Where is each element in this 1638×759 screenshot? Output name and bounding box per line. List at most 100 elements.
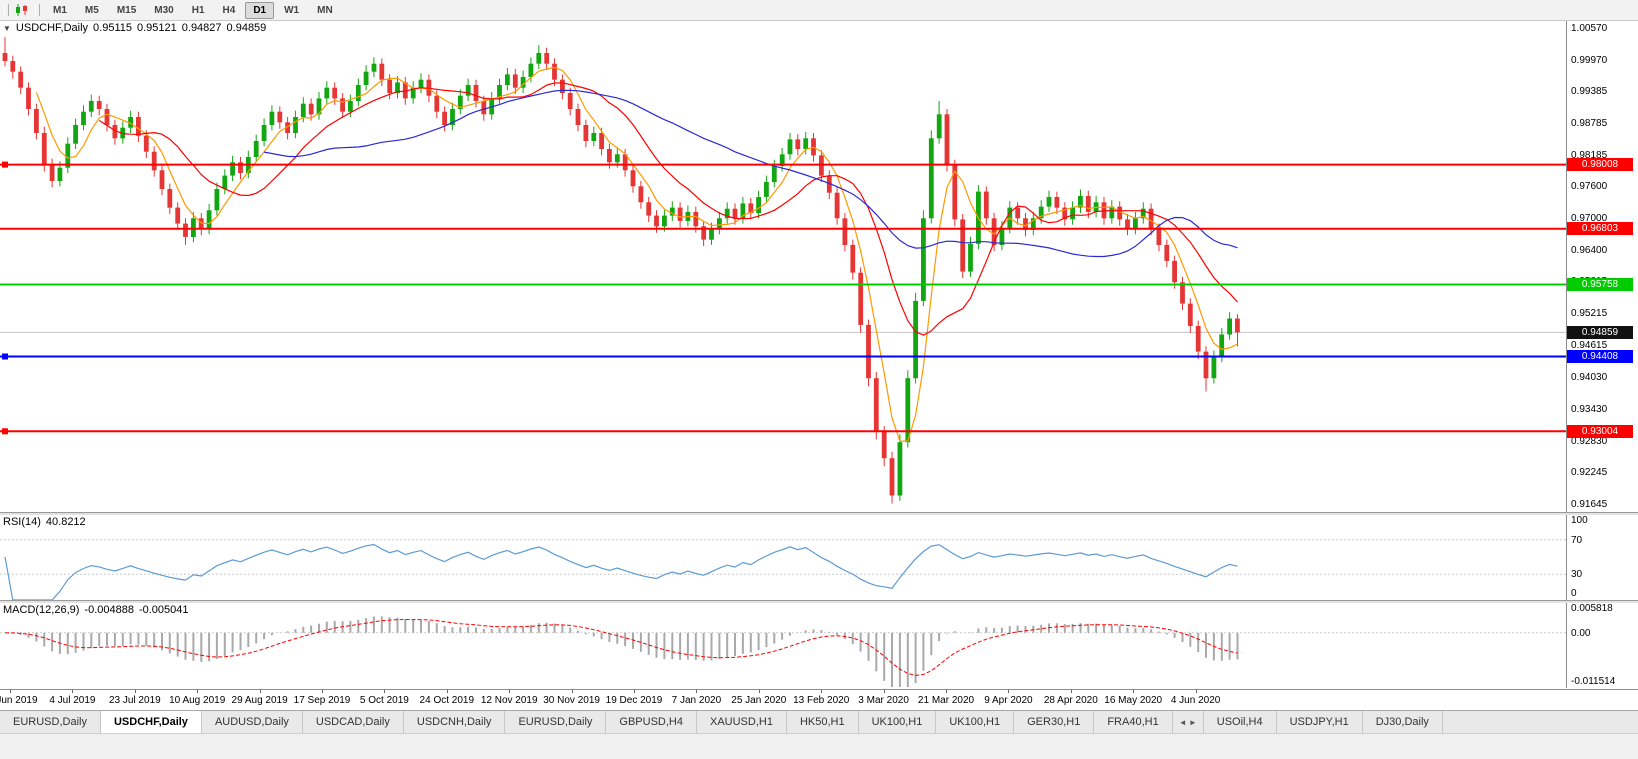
rsi-value: 40.8212 bbox=[45, 516, 86, 528]
date-tick bbox=[1070, 690, 1072, 693]
date-tick bbox=[384, 690, 386, 693]
chart-tab-active[interactable]: USDCHF,Daily bbox=[100, 711, 202, 733]
date-tick bbox=[1133, 690, 1135, 693]
date-label: 12 Nov 2019 bbox=[480, 695, 538, 706]
tab-scroll-arrows[interactable]: ◄ ► bbox=[1173, 711, 1204, 733]
toolbar-grip[interactable] bbox=[35, 4, 40, 16]
price-axis-label: 0.93430 bbox=[1571, 404, 1608, 415]
date-label: 17 Sep 2019 bbox=[293, 695, 351, 706]
chart-tab[interactable]: GBPUSD,H4 bbox=[606, 711, 697, 733]
chart-tab[interactable]: AUDUSD,Daily bbox=[201, 711, 303, 733]
price-level-badge: 0.95758 bbox=[1567, 278, 1633, 291]
chart-tab[interactable]: FRA40,H1 bbox=[1094, 711, 1173, 733]
date-label: 7 Jan 2020 bbox=[671, 695, 722, 706]
date-tick bbox=[134, 690, 136, 693]
ohlc-high: 0.95121 bbox=[137, 22, 177, 34]
date-tick bbox=[10, 690, 11, 693]
chart-tab[interactable]: USDCNH,Daily bbox=[403, 711, 506, 733]
macd-axis[interactable]: 0.005818 0.00 -0.011514 bbox=[1566, 602, 1638, 688]
macd-header: MACD(12,26,9) -0.004888 -0.005041 bbox=[3, 604, 194, 616]
price-axis-label: 0.92245 bbox=[1571, 467, 1608, 478]
macd-main-value: -0.004888 bbox=[84, 604, 134, 616]
price-level-badge: 0.93004 bbox=[1567, 425, 1633, 438]
macd-axis-label: 0.005818 bbox=[1571, 603, 1613, 614]
rsi-axis[interactable]: 100 70 30 0 bbox=[1566, 514, 1638, 600]
date-tick bbox=[446, 690, 448, 693]
status-bar bbox=[0, 733, 1638, 759]
ohlc-close: 0.94859 bbox=[226, 22, 267, 34]
ohlc-open: 0.95115 bbox=[93, 22, 132, 34]
chart-tab[interactable]: XAUUSD,H1 bbox=[696, 711, 787, 733]
date-tick bbox=[571, 690, 573, 693]
timeframe-m15-button[interactable]: M15 bbox=[116, 4, 137, 16]
date-axis[interactable]: 15 Jun 2019 4 Jul 2019 23 Jul 2019 10 Aug 2… bbox=[0, 689, 1638, 710]
chart-tab[interactable]: DJ30,Daily bbox=[1362, 711, 1443, 733]
date-label: 21 Mar 2020 bbox=[917, 695, 975, 706]
timeframe-m30-button[interactable]: M30 bbox=[154, 4, 174, 16]
candlestick-chart[interactable] bbox=[0, 20, 1566, 512]
price-level-badge: 0.94408 bbox=[1567, 350, 1633, 363]
date-tick bbox=[696, 690, 698, 693]
chart-tab[interactable]: EURUSD,Daily bbox=[505, 711, 607, 733]
rsi-pane[interactable]: RSI(14) 40.8212 bbox=[0, 514, 1566, 600]
rsi-chart[interactable] bbox=[0, 514, 1566, 600]
price-axis[interactable]: 1.00570 0.99970 0.99385 0.98785 0.98185 0.976… bbox=[1566, 20, 1638, 512]
collapse-pane-icon[interactable]: ▼ bbox=[3, 24, 11, 33]
macd-label: MACD(12,26,9) bbox=[3, 604, 80, 616]
timeframe-m5-button[interactable]: M5 bbox=[84, 4, 99, 16]
chart-tab[interactable]: GER30,H1 bbox=[1014, 711, 1095, 733]
date-tick bbox=[946, 690, 947, 693]
chart-icon[interactable] bbox=[13, 2, 31, 18]
chart-tab[interactable]: UK100,H1 bbox=[936, 711, 1015, 733]
current-price-badge: 0.94859 bbox=[1567, 326, 1633, 339]
price-axis-label: 1.00570 bbox=[1571, 23, 1608, 34]
main-chart-pane[interactable]: ▼ USDCHF,Daily 0.95115 0.95121 0.94827 0.9485… bbox=[0, 20, 1566, 512]
date-tick bbox=[1195, 690, 1197, 693]
macd-signal-value: -0.005041 bbox=[138, 604, 189, 616]
price-level-badge: 0.96803 bbox=[1567, 222, 1633, 235]
price-level-badge: 0.98008 bbox=[1567, 158, 1633, 171]
pane-splitter[interactable] bbox=[0, 512, 1638, 515]
pane-splitter[interactable] bbox=[0, 600, 1638, 603]
date-label: 24 Oct 2019 bbox=[419, 695, 475, 706]
chart-tab[interactable]: USDJPY,H1 bbox=[1276, 711, 1363, 733]
timeframe-m1-button[interactable]: M1 bbox=[53, 4, 67, 16]
rsi-axis-label: 70 bbox=[1571, 535, 1583, 546]
date-tick bbox=[72, 690, 74, 693]
chart-tab[interactable]: USOil,H4 bbox=[1203, 711, 1277, 733]
chart-tab[interactable]: HK50,H1 bbox=[786, 711, 859, 733]
toolbar-grip[interactable] bbox=[4, 4, 9, 16]
chart-ohlc-header: ▼ USDCHF,Daily 0.95115 0.95121 0.94827 0.9485… bbox=[3, 22, 271, 34]
timeframe-toolbar: M1 M5 M15 M30 H1 H4 D1 W1 MN bbox=[0, 0, 1638, 21]
date-label: 13 Feb 2020 bbox=[793, 695, 850, 706]
date-tick bbox=[322, 690, 323, 693]
timeframe-w1-button[interactable]: W1 bbox=[284, 4, 300, 16]
price-axis-label: 0.96400 bbox=[1571, 245, 1608, 256]
date-label: 28 Apr 2020 bbox=[1043, 695, 1098, 706]
date-tick bbox=[1008, 690, 1010, 693]
timeframe-mn-button[interactable]: MN bbox=[317, 4, 333, 16]
date-tick bbox=[197, 690, 199, 693]
chart-tab[interactable]: EURUSD,Daily bbox=[0, 711, 101, 733]
date-label: 25 Jan 2020 bbox=[731, 695, 787, 706]
timeframe-d1-button[interactable]: D1 bbox=[245, 1, 275, 19]
price-axis-label: 0.94030 bbox=[1571, 372, 1608, 383]
price-axis-label: 0.95215 bbox=[1571, 308, 1608, 319]
date-label: 15 Jun 2019 bbox=[0, 695, 38, 706]
timeframe-h1-button[interactable]: H1 bbox=[191, 4, 205, 16]
macd-pane[interactable]: MACD(12,26,9) -0.004888 -0.005041 bbox=[0, 602, 1566, 688]
chart-tab[interactable]: UK100,H1 bbox=[858, 711, 937, 733]
date-tick bbox=[758, 690, 760, 693]
mini-candles-icon bbox=[16, 4, 27, 16]
timeframe-h4-button[interactable]: H4 bbox=[222, 4, 236, 16]
date-tick bbox=[821, 690, 823, 693]
chart-tab[interactable]: USDCAD,Daily bbox=[302, 711, 404, 733]
date-tick bbox=[509, 690, 511, 693]
date-label: 30 Nov 2019 bbox=[543, 695, 600, 706]
date-label: 9 Apr 2020 bbox=[984, 695, 1033, 706]
macd-chart[interactable] bbox=[0, 602, 1566, 688]
price-axis-label: 0.92830 bbox=[1571, 436, 1608, 447]
macd-axis-label: 0.00 bbox=[1571, 628, 1591, 639]
date-label: 4 Jul 2019 bbox=[49, 695, 96, 706]
